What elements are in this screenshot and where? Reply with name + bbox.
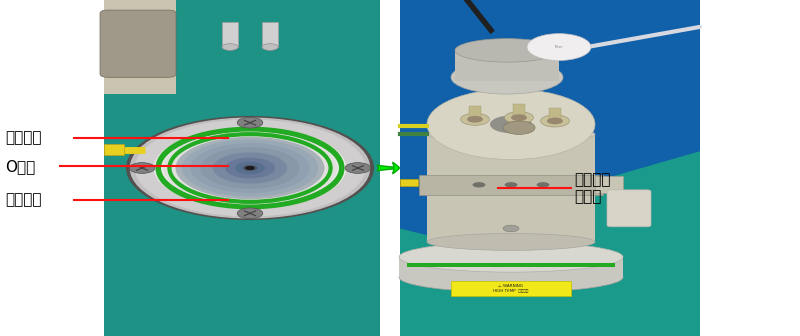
Circle shape <box>503 225 519 232</box>
Text: 四氟内圈: 四氟内圈 <box>5 193 42 207</box>
FancyBboxPatch shape <box>100 10 176 77</box>
Circle shape <box>467 116 483 123</box>
Bar <box>455 50 559 81</box>
Text: O型圈: O型圈 <box>5 159 35 174</box>
Bar <box>427 134 595 242</box>
Bar <box>222 22 238 47</box>
Circle shape <box>547 118 563 124</box>
Bar <box>469 106 482 119</box>
Ellipse shape <box>455 39 559 62</box>
Circle shape <box>154 127 346 209</box>
Circle shape <box>213 153 287 183</box>
Circle shape <box>226 158 275 178</box>
Bar <box>399 257 623 277</box>
Circle shape <box>505 182 518 187</box>
Circle shape <box>541 115 570 127</box>
Text: ⚠ WARNING
HIGH TEMP  小心高温: ⚠ WARNING HIGH TEMP 小心高温 <box>494 284 529 293</box>
Circle shape <box>242 165 258 171</box>
Bar <box>400 0 700 336</box>
Polygon shape <box>583 151 700 336</box>
Circle shape <box>134 120 366 216</box>
Bar <box>400 179 418 186</box>
Circle shape <box>182 139 318 197</box>
Bar <box>104 0 380 336</box>
Circle shape <box>235 162 265 174</box>
Circle shape <box>237 208 262 219</box>
Circle shape <box>190 143 310 193</box>
Text: filter: filter <box>555 45 563 49</box>
Circle shape <box>237 117 262 128</box>
Circle shape <box>262 44 278 50</box>
Circle shape <box>537 182 550 187</box>
Text: 光纤探头
放置位: 光纤探头 放置位 <box>574 172 611 204</box>
Circle shape <box>126 116 374 220</box>
Bar <box>262 22 278 47</box>
FancyBboxPatch shape <box>607 190 651 227</box>
Polygon shape <box>400 208 700 336</box>
Bar <box>451 281 571 296</box>
Bar <box>549 108 562 121</box>
Ellipse shape <box>427 234 595 250</box>
Circle shape <box>503 121 535 134</box>
Circle shape <box>461 113 490 125</box>
Circle shape <box>163 131 337 204</box>
Circle shape <box>130 163 155 173</box>
Bar <box>513 104 526 118</box>
Circle shape <box>490 116 532 133</box>
Text: 四氟外圈: 四氟外圈 <box>5 130 42 145</box>
Circle shape <box>505 112 534 124</box>
Ellipse shape <box>451 60 563 94</box>
Circle shape <box>427 89 595 160</box>
Circle shape <box>345 163 370 173</box>
Bar <box>104 0 176 94</box>
Ellipse shape <box>427 126 595 143</box>
Circle shape <box>511 114 527 121</box>
Bar <box>104 144 124 155</box>
Bar <box>595 176 623 193</box>
Ellipse shape <box>399 262 623 292</box>
Ellipse shape <box>399 242 623 272</box>
Bar <box>419 175 603 195</box>
Circle shape <box>222 44 238 50</box>
Circle shape <box>473 182 486 187</box>
Circle shape <box>200 147 300 189</box>
Bar <box>407 263 615 267</box>
Circle shape <box>176 137 325 199</box>
Circle shape <box>245 166 255 170</box>
Circle shape <box>130 118 370 218</box>
Circle shape <box>527 34 591 60</box>
